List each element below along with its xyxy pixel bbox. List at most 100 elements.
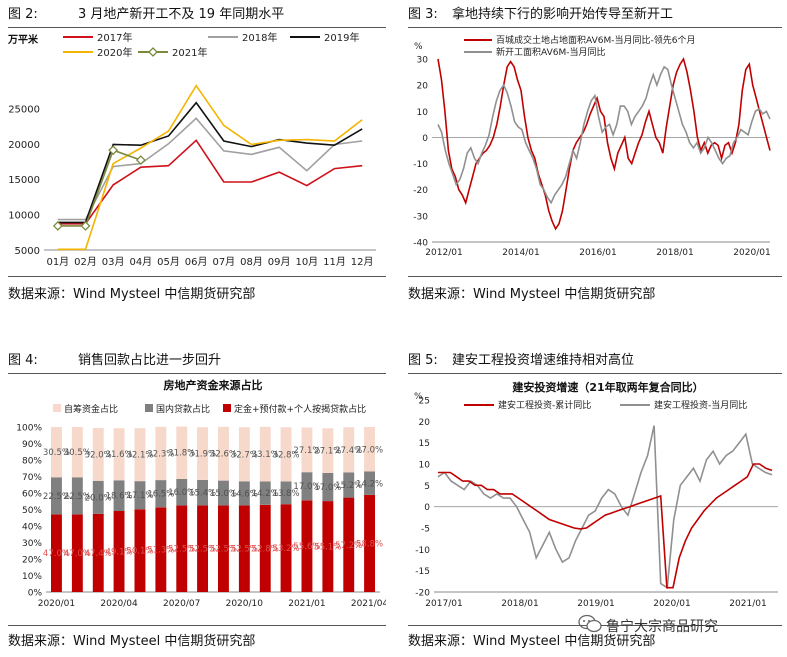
figure-number: 图 3: (408, 7, 438, 22)
x-tick-label: 2018/01 (656, 248, 693, 258)
data-label: 32.8% (273, 450, 300, 460)
data-label: 14.2% (252, 489, 279, 499)
legend-label: 百城成交土地占地面积AV6M-当月同比-领先6个月 (496, 34, 695, 46)
y-tick-label: 10000 (8, 211, 40, 222)
data-label: 27.1% (293, 446, 320, 456)
legend-label: 2017年 (97, 31, 132, 44)
chart-land-vs-starts: % -40 -30 -20 -10 0 10 20 30 2012/01 2014/01 2016/0… (413, 34, 771, 258)
y-axis-unit: % (414, 42, 423, 52)
bar-segment (113, 428, 125, 481)
data-label: 53.2% (273, 544, 300, 554)
panel-land-vs-starts: 图 3: 拿地持续下行的影响开始传导至新开工 % -40 -30 -20 -10 0 10 20… (408, 0, 782, 310)
x-tick-label: 2018/01 (501, 599, 538, 609)
bar-segment (113, 511, 125, 592)
data-label: 58.8% (356, 540, 383, 550)
data-label: 30.5% (64, 448, 91, 458)
bar-segment (301, 472, 313, 501)
legend-marker (148, 47, 158, 57)
data-label: 52.5% (189, 545, 216, 555)
y-tick-label: 20 (417, 82, 429, 92)
data-label: 55.1% (314, 543, 341, 553)
y-tick-label: -5 (421, 525, 430, 535)
y-tick-label: 25 (419, 397, 430, 407)
data-label: 33.1% (252, 450, 279, 460)
x-tick-label: 11月 (323, 256, 346, 268)
x-tick-label: 01月 (46, 256, 69, 268)
y-tick-label: 0 (424, 503, 430, 513)
bar-segment (155, 426, 167, 481)
figure-title: 销售回款占比进一步回升 (78, 353, 222, 368)
data-label: 27.4% (335, 446, 362, 456)
data-label: 32.7% (231, 450, 258, 460)
legend-label: 2019年 (324, 31, 359, 44)
x-tick-label: 04月 (129, 256, 152, 268)
title-rule (408, 27, 782, 28)
data-label: 17.0% (314, 483, 341, 493)
bar-segment (71, 427, 83, 478)
bar-segment (218, 426, 229, 481)
y-tick-label: 20% (22, 556, 42, 566)
series-line (438, 463, 773, 589)
legend-label: 国内贷款占比 (156, 403, 210, 415)
data-label: 16.0% (168, 488, 195, 498)
data-label: 47.0% (64, 549, 91, 559)
series-line (437, 65, 771, 205)
legend-label: 建安工程投资-当月同比 (654, 399, 747, 411)
data-label: 16.5% (147, 490, 174, 500)
series-line (437, 57, 771, 231)
figure-title: 拿地持续下行的影响开始传导至新开工 (452, 7, 674, 22)
data-label: 52.5% (168, 545, 195, 555)
x-tick-label: 2012/01 (425, 248, 462, 258)
bar-segment (322, 428, 334, 473)
y-tick-label: 50% (22, 506, 42, 516)
bar-segment (155, 480, 167, 508)
data-label: 20.0% (85, 493, 112, 503)
data-point (52, 221, 63, 231)
y-tick-label: 20000 (8, 140, 40, 151)
panel-title: 图 2: 3 月地产新开工不及 19 年同期水平 (8, 4, 284, 26)
x-tick-label: 09月 (268, 256, 291, 268)
bar-segment (113, 480, 125, 511)
y-tick-label: 100% (16, 424, 42, 434)
title-rule (8, 27, 386, 28)
y-tick-label: -10 (413, 160, 428, 170)
legend-label: 自筹资金占比 (64, 403, 118, 415)
data-label: 17.0% (293, 482, 320, 492)
panel-title: 图 3: 拿地持续下行的影响开始传导至新开工 (408, 4, 673, 26)
bar-segment (238, 505, 250, 592)
y-tick-label: 70% (22, 473, 42, 483)
y-tick-label: -20 (415, 589, 430, 599)
figure-title: 3 月地产新开工不及 19 年同期水平 (78, 7, 285, 22)
data-label: 15.0% (210, 489, 237, 499)
bar-segment (364, 471, 375, 495)
data-label: 31.6% (106, 450, 133, 460)
data-label: 15.2% (335, 481, 362, 491)
series-line (57, 139, 363, 225)
panel-construction-investment: 图 5: 建安工程投资增速维持相对高位 建安投资增速（21年取两年复合同比）% -2… (408, 348, 782, 657)
bar-segment (343, 427, 355, 473)
data-label: 55.6% (293, 542, 320, 552)
data-label: 52.5% (210, 545, 237, 555)
legend-swatch (145, 404, 153, 412)
x-tick-label: 06月 (185, 256, 208, 268)
y-tick-label: -30 (413, 212, 428, 222)
bar-segment (301, 500, 313, 592)
y-tick-label: 30% (22, 539, 42, 549)
y-tick-label: 15 (419, 439, 430, 449)
y-tick-label: 25000 (8, 104, 40, 115)
y-tick-label: 0 (422, 134, 428, 144)
data-label: 32.0% (85, 450, 112, 460)
chart-construction-investment: 建安投资增速（21年取两年复合同比）% -20 -15 -10 -5 0 5 10 15 20 25… (414, 380, 778, 609)
bar-segment (343, 497, 355, 592)
y-tick-label: 10% (22, 572, 42, 582)
x-tick-label: 2021/01 (288, 599, 325, 609)
data-label: 18.6% (106, 492, 133, 502)
data-label: 17.1% (126, 491, 153, 501)
x-tick-label: 2017/01 (425, 599, 462, 609)
y-axis-unit: 万平米 (8, 33, 39, 46)
data-source: 数据来源：Wind Mysteel 中信期货研究部 (8, 287, 256, 302)
x-tick-label: 12月 (351, 256, 374, 268)
bar-segment (71, 514, 83, 592)
data-source: 数据来源：Wind Mysteel 中信期货研究部 (408, 634, 656, 649)
